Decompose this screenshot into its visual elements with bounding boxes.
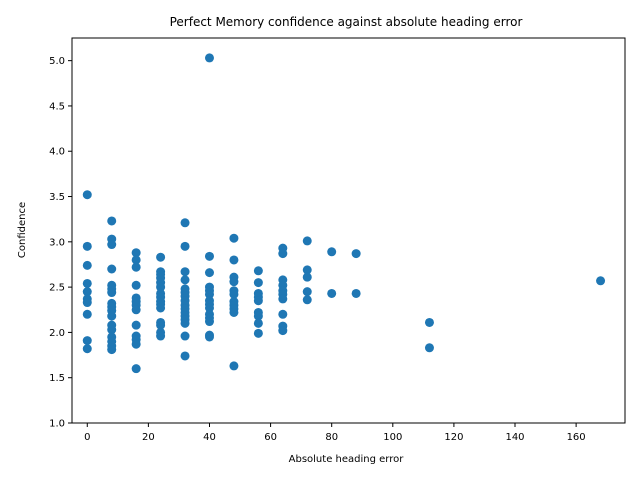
data-point [229, 307, 239, 317]
data-point [131, 320, 141, 330]
data-point [351, 288, 361, 298]
data-point [204, 53, 214, 63]
data-point [302, 265, 312, 275]
data-point [229, 289, 239, 299]
data-point [278, 249, 288, 259]
plot-frame [71, 37, 626, 424]
data-point [180, 267, 190, 277]
data-point [229, 361, 239, 371]
y-tick-label: 2.0 [49, 328, 65, 339]
y-tick-label: 3.0 [49, 237, 65, 248]
data-point [156, 320, 166, 330]
data-point [180, 275, 190, 285]
data-point [302, 287, 312, 297]
data-point [424, 343, 434, 353]
data-point [82, 298, 92, 308]
data-point [253, 266, 263, 276]
data-point [253, 278, 263, 288]
data-point [180, 331, 190, 341]
data-point [302, 272, 312, 282]
x-tick-label: 40 [203, 432, 216, 443]
data-point [302, 236, 312, 246]
data-point [131, 248, 141, 258]
data-point [107, 345, 117, 355]
y-axis-label: Confidence [17, 202, 28, 258]
y-tick-label: 3.5 [49, 192, 65, 203]
data-point [180, 318, 190, 328]
data-point [204, 303, 214, 313]
data-point [131, 262, 141, 272]
data-point [131, 339, 141, 349]
data-point [82, 278, 92, 288]
data-point [131, 255, 141, 265]
data-point [229, 233, 239, 243]
x-tick-label: 100 [383, 432, 402, 443]
data-point [82, 241, 92, 251]
data-point [204, 317, 214, 327]
x-tick-label: 120 [444, 432, 463, 443]
data-point [107, 325, 117, 335]
y-axis: 1.0 1.5 2.0 2.5 3.0 3.5 4.0 4.5 5.0 [49, 56, 72, 430]
data-point [327, 288, 337, 298]
data-point [107, 240, 117, 250]
data-point [131, 305, 141, 315]
data-point [180, 241, 190, 251]
x-tick-label: 0 [84, 432, 90, 443]
data-point [229, 277, 239, 287]
data-point [131, 364, 141, 374]
data-point [156, 282, 166, 292]
data-point [82, 336, 92, 346]
data-point [278, 309, 288, 319]
y-tick-label: 2.5 [49, 283, 65, 294]
y-tick-label: 1.0 [49, 419, 65, 430]
data-point [82, 309, 92, 319]
data-point [180, 351, 190, 361]
data-point [156, 252, 166, 262]
data-point [156, 331, 166, 341]
data-point [131, 280, 141, 290]
x-tick-label: 80 [325, 432, 338, 443]
data-point [351, 249, 361, 259]
chart-title: Perfect Memory confidence against absolu… [170, 15, 523, 29]
data-point [156, 303, 166, 313]
data-point [82, 287, 92, 297]
x-tick-label: 20 [142, 432, 155, 443]
data-point [107, 264, 117, 274]
data-point [327, 247, 337, 257]
data-point [204, 251, 214, 261]
x-tick-label: 140 [505, 432, 524, 443]
x-tick-label: 160 [567, 432, 586, 443]
data-point [107, 311, 117, 321]
x-axis-label: Absolute heading error [289, 454, 405, 465]
data-point [253, 296, 263, 306]
x-axis: 0 20 40 60 80 100 120 140 160 [84, 423, 586, 443]
data-point [204, 332, 214, 342]
data-point [278, 294, 288, 304]
data-point [229, 255, 239, 265]
data-point [424, 317, 434, 327]
data-point [253, 328, 263, 338]
data-point [82, 190, 92, 200]
data-point [253, 311, 263, 321]
data-point [107, 216, 117, 226]
data-point [107, 288, 117, 298]
data-point [278, 326, 288, 336]
y-tick-label: 4.5 [49, 101, 65, 112]
points-layer [82, 53, 606, 374]
data-point [204, 289, 214, 299]
y-tick-label: 4.0 [49, 147, 65, 158]
data-point [180, 218, 190, 228]
data-point [253, 318, 263, 328]
x-tick-label: 60 [264, 432, 277, 443]
data-point [82, 260, 92, 270]
y-tick-label: 5.0 [49, 56, 65, 67]
data-point [82, 344, 92, 354]
data-point [302, 295, 312, 305]
data-point [204, 268, 214, 278]
y-tick-label: 1.5 [49, 373, 65, 384]
data-point [596, 276, 606, 286]
